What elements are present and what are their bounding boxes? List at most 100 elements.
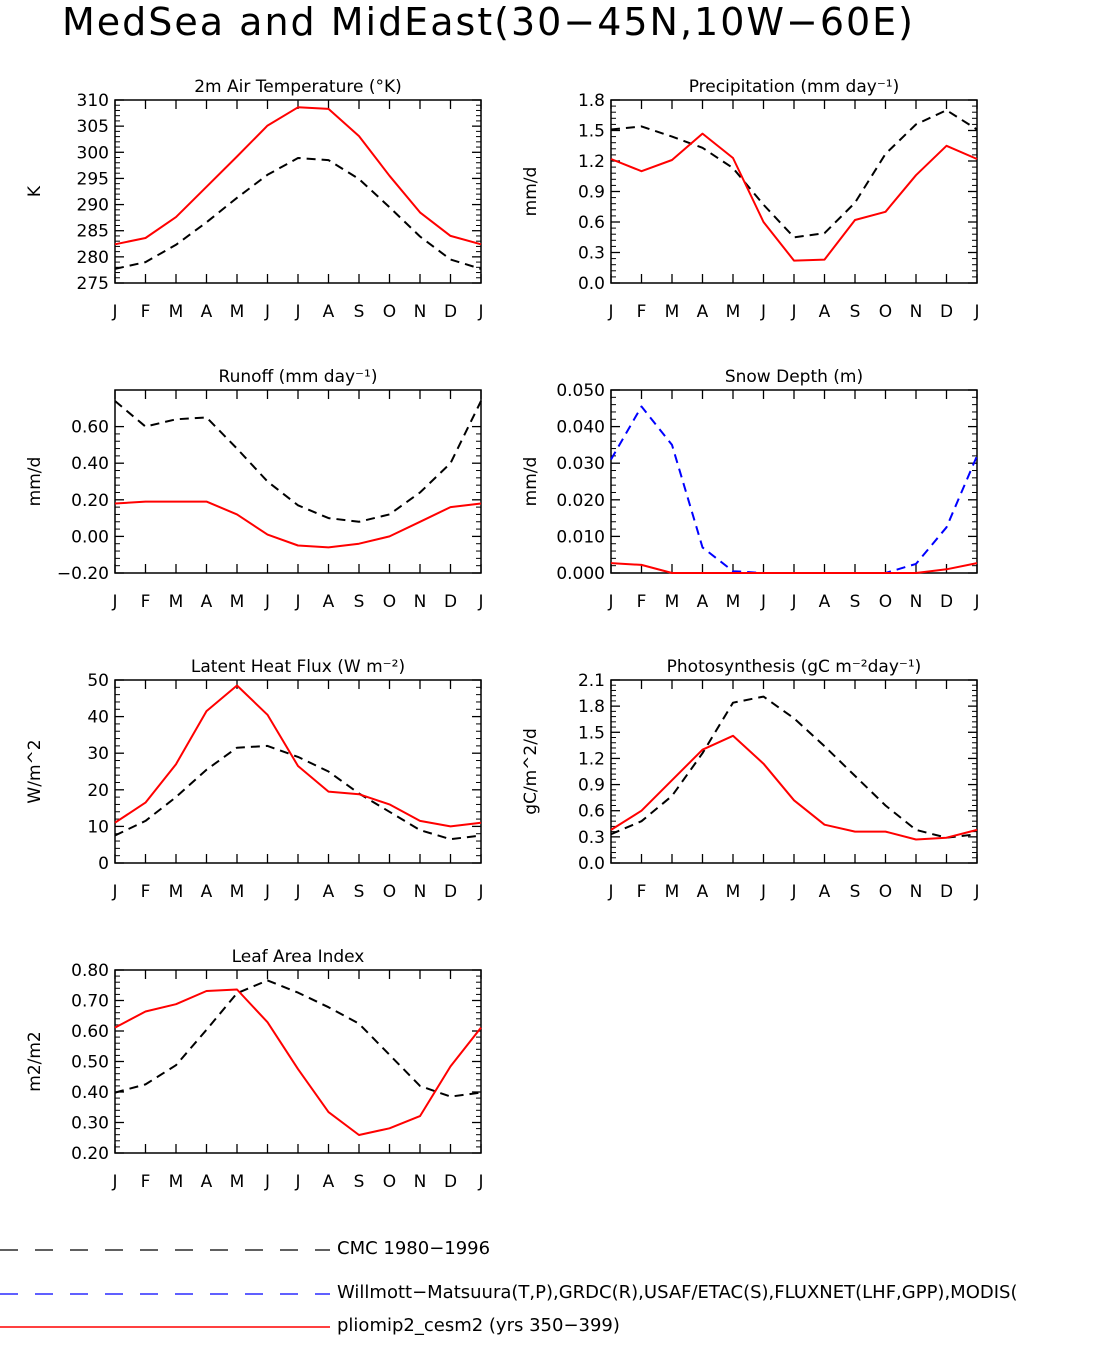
x-tick-label: D xyxy=(940,592,953,612)
y-tick-label: 280 xyxy=(77,248,109,268)
chart-title: Photosynthesis (gC m⁻²day⁻¹) xyxy=(667,657,922,677)
x-tick-label: O xyxy=(383,1172,396,1192)
chart-title: Runoff (mm day⁻¹) xyxy=(219,367,378,387)
x-tick-label: F xyxy=(637,882,647,902)
x-tick-label: J xyxy=(973,302,979,322)
x-tick-label: S xyxy=(850,882,861,902)
x-tick-label: D xyxy=(444,302,457,322)
x-tick-label: N xyxy=(910,592,923,612)
y-tick-label: 0.0 xyxy=(578,854,605,874)
y-tick-label: 10 xyxy=(87,817,109,837)
y-tick-label: 275 xyxy=(77,274,109,294)
y-tick-label: 0.000 xyxy=(556,564,605,584)
x-tick-label: J xyxy=(477,882,483,902)
x-tick-label: M xyxy=(230,592,245,612)
x-tick-label: M xyxy=(169,882,184,902)
x-tick-label: O xyxy=(383,302,396,322)
chart-panel-4: Snow Depth (m) mm/d 0.050 0.040 0.030 0.020 0.… xyxy=(521,367,980,612)
x-tick-label: A xyxy=(201,592,213,612)
x-tick-label: N xyxy=(414,302,427,322)
y-tick-label: 0.050 xyxy=(556,381,605,401)
series-line-model xyxy=(114,988,482,1136)
series-line-obs xyxy=(114,157,482,270)
x-tick-label: J xyxy=(111,1172,117,1192)
x-tick-label: M xyxy=(230,882,245,902)
y-tick-label: 1.2 xyxy=(578,152,605,172)
legend-label-obs2: Willmott−Matsuura(T,P),GRDC(R),USAF/ETAC… xyxy=(337,1282,1018,1303)
x-tick-label: A xyxy=(697,592,709,612)
x-tick-label: J xyxy=(264,882,270,902)
x-tick-label: J xyxy=(607,302,613,322)
x-tick-label: N xyxy=(414,882,427,902)
legend-item-obs2: Willmott−Matsuura(T,P),GRDC(R),USAF/ETAC… xyxy=(0,1282,1107,1306)
y-tick-label: 0.20 xyxy=(71,491,109,511)
x-tick-label: A xyxy=(323,882,335,902)
legend-item-obs: CMC 1980−1996 xyxy=(0,1238,1107,1262)
x-tick-label: O xyxy=(879,882,892,902)
x-tick-label: N xyxy=(414,592,427,612)
x-tick-label: J xyxy=(111,882,117,902)
x-tick-label: D xyxy=(940,302,953,322)
chart-panel-7: Leaf Area Index m2/m2 0.80 0.70 0.60 0.50 0.40… xyxy=(25,947,484,1192)
x-tick-label: A xyxy=(819,882,831,902)
y-axis-label: gC/m^2/d xyxy=(521,728,541,815)
series-line-obs xyxy=(114,979,482,1098)
y-tick-label: 0.6 xyxy=(578,802,605,822)
legend-swatch-obs2 xyxy=(0,1293,330,1295)
y-tick-label: 1.8 xyxy=(578,91,605,111)
y-tick-label: 0.030 xyxy=(556,454,605,474)
y-tick-label: 290 xyxy=(77,196,109,216)
y-tick-label: 40 xyxy=(87,708,109,728)
y-tick-label: 50 xyxy=(87,671,109,691)
chart-panel-3: Runoff (mm day⁻¹) mm/d 0.60 0.40 0.20 0.00 −0.… xyxy=(25,367,484,612)
y-tick-label: 20 xyxy=(87,781,109,801)
x-tick-label: F xyxy=(141,592,151,612)
y-tick-label: 0.3 xyxy=(578,828,605,848)
y-tick-label: 30 xyxy=(87,744,109,764)
chart-title: Snow Depth (m) xyxy=(725,367,863,387)
x-tick-label: J xyxy=(760,592,766,612)
y-axis-label: W/m^2 xyxy=(25,739,45,803)
x-tick-label: M xyxy=(665,592,680,612)
x-tick-label: S xyxy=(354,882,365,902)
x-tick-label: F xyxy=(141,1172,151,1192)
x-tick-label: J xyxy=(264,592,270,612)
x-tick-label: S xyxy=(850,592,861,612)
plot-frame xyxy=(610,389,978,574)
x-tick-label: M xyxy=(726,302,741,322)
y-axis-label: m2/m2 xyxy=(25,1031,45,1091)
chart-title: Precipitation (mm day⁻¹) xyxy=(689,77,900,97)
x-tick-label: J xyxy=(294,302,300,322)
x-tick-label: J xyxy=(790,882,796,902)
x-tick-label: O xyxy=(383,592,396,612)
x-tick-label: J xyxy=(973,592,979,612)
y-axis-label: K xyxy=(25,185,45,197)
x-tick-label: J xyxy=(790,592,796,612)
x-tick-label: M xyxy=(230,302,245,322)
y-tick-label: 0.00 xyxy=(71,527,109,547)
chart-panel-1: 2m Air Temperature (°K) K 310 305 300 295 290 2… xyxy=(25,77,484,322)
x-tick-label: J xyxy=(294,882,300,902)
y-tick-label: 305 xyxy=(77,117,109,137)
series-line-obs xyxy=(114,400,482,523)
x-tick-label: J xyxy=(477,592,483,612)
y-tick-label: 0.9 xyxy=(578,183,605,203)
x-tick-label: J xyxy=(294,592,300,612)
chart-panel-2: Precipitation (mm day⁻¹) mm/d 1.8 1.5 1.2 0.9… xyxy=(521,77,980,322)
x-tick-label: O xyxy=(383,882,396,902)
y-tick-label: 0.010 xyxy=(556,527,605,547)
plot-frame xyxy=(114,99,482,284)
x-tick-label: F xyxy=(637,592,647,612)
x-tick-label: F xyxy=(141,302,151,322)
y-tick-label: 0.20 xyxy=(71,1144,109,1164)
x-tick-label: D xyxy=(940,882,953,902)
series-line-model xyxy=(610,132,978,262)
x-tick-label: J xyxy=(111,592,117,612)
x-tick-label: O xyxy=(879,592,892,612)
series-line-model xyxy=(114,500,482,549)
series-line-obs xyxy=(610,109,978,239)
series-line-model xyxy=(114,106,482,246)
y-tick-label: 300 xyxy=(77,143,109,163)
x-tick-label: M xyxy=(169,302,184,322)
